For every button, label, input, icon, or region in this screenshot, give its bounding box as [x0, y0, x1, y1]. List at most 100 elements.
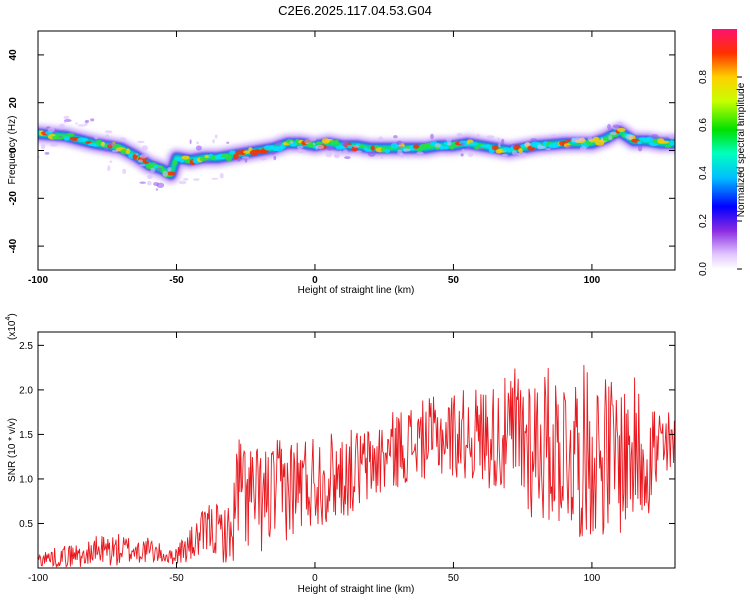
- spectrogram-noise: [579, 146, 587, 151]
- spectrogram-noise: [462, 148, 465, 152]
- spectrogram-noise: [397, 149, 403, 155]
- spectrogram-noise: [486, 135, 495, 139]
- spectrogram-noise: [139, 181, 146, 184]
- spectrogram-noise: [501, 138, 505, 145]
- spectrogram-noise: [85, 120, 90, 123]
- spectrogram-noise: [516, 152, 520, 155]
- spectrogram-noise: [545, 148, 552, 151]
- spectrogram-peak: [669, 140, 674, 146]
- spectrogram-peak: [513, 144, 521, 151]
- spectrogram-peak: [172, 160, 178, 166]
- snr-panel: -100 -50 0 50 100 0.5 1.0 1.5 2.0 2.5 Height of s…: [5, 313, 676, 595]
- colorbar-tick-label: 0.8: [698, 70, 709, 84]
- spectrogram-noise: [600, 137, 604, 142]
- spectrogram-noise: [219, 172, 224, 179]
- spectrogram-noise: [109, 160, 113, 163]
- spectrogram-peak: [233, 153, 239, 160]
- spectrogram-peak: [468, 142, 479, 146]
- spectrogram-peak: [63, 136, 70, 141]
- spectrogram-ytick-label: 0: [8, 147, 19, 153]
- spectrogram-noise: [167, 167, 172, 172]
- spectrogram-noise: [541, 146, 546, 149]
- spectrogram-noise: [111, 149, 119, 153]
- spectrogram-noise: [446, 137, 452, 142]
- spectrogram-ticks: -100 -50 0 50 100 -40 -20 0 20 40: [8, 31, 675, 286]
- spectrogram-peak: [143, 160, 149, 164]
- spectrogram-peak: [664, 144, 672, 148]
- colorbar-ticks: 0.0 0.2 0.4 0.6 0.8: [698, 70, 742, 276]
- snr-frame: [37, 331, 676, 569]
- spectrogram-noise: [105, 134, 110, 139]
- snr-ytick-label: 0.5: [19, 519, 33, 530]
- spectrogram-noise: [313, 142, 315, 146]
- snr-xtick-label: -50: [169, 573, 184, 584]
- spectrogram-peak: [518, 148, 523, 154]
- spectrogram-noise: [344, 156, 351, 160]
- snr-scale-prefix: (x10: [7, 320, 18, 340]
- spectrogram-noise: [512, 143, 515, 148]
- spectrogram-noise: [607, 124, 611, 130]
- spectrogram-noise: [609, 131, 617, 136]
- spectrogram-xtick-label: 100: [584, 275, 601, 286]
- spectrogram-noise: [137, 140, 145, 144]
- spectrogram-noise: [476, 133, 480, 138]
- spectrogram-noise: [353, 145, 360, 148]
- spectrogram-noise: [244, 157, 248, 163]
- spectrogram-noise: [414, 154, 417, 158]
- svg-text:(x104): (x104): [5, 313, 18, 340]
- spectrogram-panel: -100 -50 0 50 100 -40 -20 0 20 40 Height of strai…: [7, 30, 676, 296]
- spectrogram-noise: [326, 145, 334, 151]
- spectrogram-noise: [155, 188, 159, 191]
- spectrogram-noise: [40, 143, 46, 150]
- spectrogram-noise: [296, 145, 304, 149]
- spectrogram-noise: [467, 151, 474, 157]
- spectrogram-noise: [153, 182, 160, 186]
- spectrogram-noise: [147, 180, 152, 186]
- spectrogram-peak: [492, 144, 499, 151]
- spectrogram-noise: [44, 152, 50, 155]
- snr-xlabel: Height of straight line (km): [298, 584, 415, 595]
- spectrogram-noise: [339, 150, 343, 154]
- spectrogram-noise: [668, 133, 675, 140]
- spectrogram-noise: [63, 119, 72, 122]
- spectrogram-noise: [119, 137, 127, 142]
- spectrogram-ylabel: Frequency (Hz): [7, 116, 18, 185]
- spectrogram-noise: [396, 140, 403, 146]
- spectrogram-noise: [356, 150, 362, 153]
- spectrogram-noise: [104, 147, 108, 152]
- spectrogram-noise: [397, 146, 404, 149]
- spectrogram-peak: [229, 150, 236, 155]
- spectrogram-xtick-label: 50: [448, 275, 460, 286]
- spectrogram-noise: [162, 170, 169, 177]
- spectrogram-peak: [315, 141, 322, 145]
- spectrogram-noise: [510, 140, 515, 144]
- spectrogram-xtick-label: -100: [28, 275, 48, 286]
- spectrogram-ytick-label: -40: [8, 238, 19, 253]
- spectrogram-noise: [211, 177, 219, 180]
- spectrogram-peak: [412, 144, 420, 149]
- snr-xtick-label: 50: [448, 573, 460, 584]
- spectrogram-peak: [659, 140, 670, 144]
- spectrogram-noise: [195, 145, 202, 151]
- spectrogram-noise: [316, 144, 325, 150]
- snr-scale-label: (x104): [5, 313, 18, 340]
- snr-ticks: -100 -50 0 50 100 0.5 1.0 1.5 2.0 2.5: [19, 332, 675, 584]
- spectrogram-noise: [150, 167, 156, 173]
- spectrogram-noise: [518, 152, 527, 158]
- spectrogram-noise: [537, 144, 543, 150]
- spectrogram-noise: [456, 132, 463, 137]
- spectrogram-noise: [393, 135, 398, 139]
- spectrogram-noise: [637, 145, 643, 152]
- spectrogram-noise: [226, 141, 230, 144]
- spectrogram-noise: [94, 135, 99, 140]
- spectrogram-noise: [315, 145, 318, 150]
- spectrogram-peak: [66, 132, 75, 137]
- spectrogram-noise: [46, 126, 51, 129]
- colorbar-tick-label: 0.6: [698, 118, 709, 132]
- colorbar-tick-label: 0.2: [698, 214, 709, 228]
- spectrogram-noise: [183, 178, 189, 181]
- spectrogram-noise: [341, 141, 349, 147]
- spectrogram-noise: [325, 151, 333, 158]
- spectrogram-peak: [416, 148, 423, 153]
